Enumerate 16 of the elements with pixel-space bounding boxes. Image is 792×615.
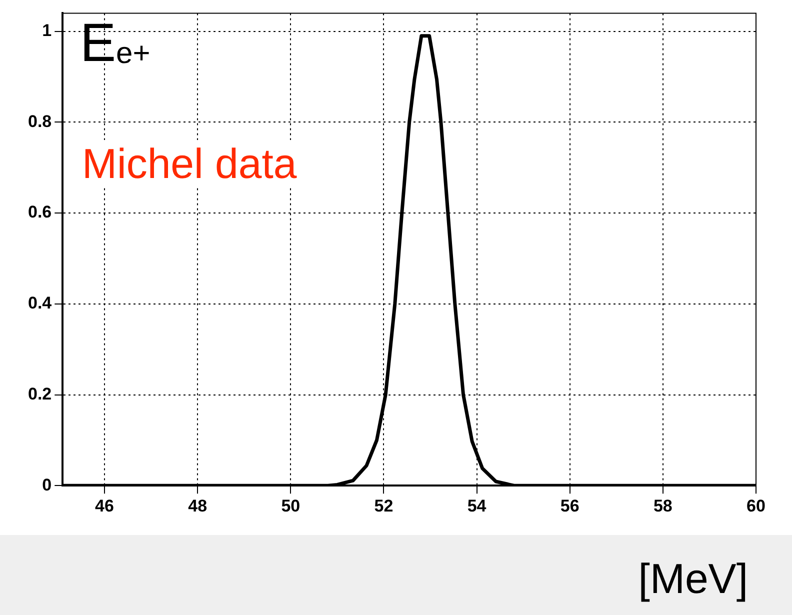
x-tick-label: 54	[467, 496, 487, 516]
x-tick-label: 56	[560, 496, 580, 516]
x-tick-label: 48	[188, 496, 208, 516]
y-tick-label: 0.2	[28, 384, 52, 404]
x-tick-label: 50	[281, 496, 300, 516]
x-tick-label: 46	[95, 496, 114, 516]
annotation: Michel data	[82, 140, 297, 188]
y-tick-label: 1	[42, 21, 52, 40]
x-tick-label: 52	[374, 496, 394, 516]
x-tick-label: 58	[653, 496, 672, 516]
x-axis-title: [MeV]	[638, 555, 748, 603]
y-tick-label: 0.4	[28, 294, 52, 313]
y-tick-label: 0.6	[28, 202, 52, 222]
y-tick-label: 0	[42, 475, 52, 494]
x-tick-label: 60	[746, 496, 766, 516]
y-tick-label: 0.8	[28, 112, 52, 131]
